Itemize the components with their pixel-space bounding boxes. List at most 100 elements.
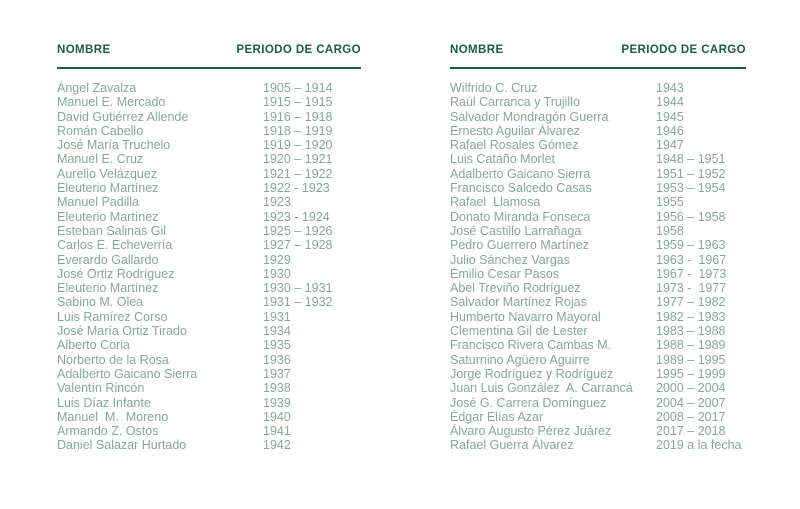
table-row: Saturnino Agüero Aguirre 1989 – 1995 [450, 353, 746, 367]
table-row: Ángel Zavalza 1905 – 1914 [57, 81, 361, 95]
period-value: 1930 [263, 266, 291, 281]
person-name: Wilfrido C. Cruz [450, 81, 538, 95]
person-name: Eleuterio Martínez [57, 209, 159, 224]
table-row: José María Ortiz Tirado 1934 [57, 324, 361, 338]
table-row: José G. Carrera Domínguez 2004 – 2007 [450, 396, 746, 410]
table-right: NOMBRE PERIODO DE CARGO Wilfrido C. Cruz… [450, 43, 746, 453]
period-value: 1946 [656, 123, 684, 138]
person-name: Adalberto Gaicano Sierra [450, 166, 591, 181]
period-value: 1918 – 1919 [263, 123, 333, 138]
person-name: Luis Díaz Infante [57, 395, 151, 410]
period-value: 1923 - 1924 [263, 209, 330, 224]
person-name: Aurelio Velázquez [57, 166, 158, 181]
table-row: Manuel E. Cruz 1920 – 1921 [57, 152, 361, 166]
period-value: 2017 – 2018 [656, 424, 726, 439]
period-value: 1977 – 1982 [656, 295, 726, 310]
table-row: José Castillo Larrañaga 1958 [450, 224, 746, 238]
person-name: Emilio Cesar Pasos [450, 266, 560, 281]
person-name: Álvaro Augusto Pérez Juárez [450, 424, 612, 439]
person-name: David Gutiérrez Allende [57, 109, 189, 124]
period-value: 1988 – 1989 [656, 338, 726, 353]
table-row: Ernesto Aguilar Álvarez 1946 [450, 124, 746, 138]
table-row: Manuel E. Mercado 1915 – 1915 [57, 95, 361, 109]
table-row: José María Truchelo 1919 – 1920 [57, 138, 361, 152]
period-value: 1958 [656, 223, 684, 238]
period-value: 1959 – 1963 [656, 238, 726, 253]
period-value: 1963 - 1967 [656, 252, 727, 267]
table-row: Emilio Cesar Pasos 1967 - 1973 [450, 267, 746, 281]
period-value: 1923 [263, 195, 291, 210]
period-value: 1941 [263, 424, 291, 439]
table-row: Everardo Gallardo 1929 [57, 253, 361, 267]
table-row: Wilfrido C. Cruz 1943 [450, 81, 746, 95]
person-name: Saturnino Agüero Aguirre [450, 352, 590, 367]
person-name: Julio Sánchez Vargas [450, 252, 570, 267]
period-value: 1915 – 1915 [263, 95, 333, 110]
person-name: Francisco Salcedo Casas [450, 181, 592, 196]
period-value: 1948 – 1951 [656, 152, 726, 167]
table-row: Salvador Martínez Rojas 1977 – 1982 [450, 295, 746, 309]
table-row: Manuel M. Moreno 1940 [57, 410, 361, 424]
person-name: Ángel Zavalza [57, 81, 137, 95]
table-row: Luis Díaz Infante 1939 [57, 396, 361, 410]
table-row: David Gutiérrez Allende 1916 – 1918 [57, 110, 361, 124]
table-row: Jorge Rodríguez y Rodríguez 1995 – 1999 [450, 367, 746, 381]
period-value: 1936 [263, 352, 291, 367]
person-name: Salvador Mondragón Guerra [450, 109, 609, 124]
period-value: 1935 [263, 338, 291, 353]
person-name: Armando Z. Ostos [57, 424, 159, 439]
person-name: Édgar Elías Azar [450, 409, 544, 424]
table-row: Clementina Gil de Lester 1983 – 1988 [450, 324, 746, 338]
table-row: Luis Ramírez Corso 1931 [57, 310, 361, 324]
table-left-rows: Ángel Zavalza 1905 – 1914 Manuel E. Mercad… [57, 81, 361, 453]
person-name: Abel Treviño Rodríguez [450, 281, 581, 296]
period-value: 1955 [656, 195, 684, 210]
person-name: Everardo Gallardo [57, 252, 159, 267]
table-row: Álvaro Augusto Pérez Juárez 2017 – 2018 [450, 424, 746, 438]
person-name: Román Cabello [57, 123, 144, 138]
period-value: 1945 [656, 109, 684, 124]
table-row: Julio Sánchez Vargas 1963 - 1967 [450, 253, 746, 267]
table-row: Carlos E. Echeverría 1927 – 1928 [57, 238, 361, 252]
period-value: 1967 - 1973 [656, 266, 727, 281]
person-name: Francisco Rivera Cambas M. [450, 338, 612, 353]
person-name: Rafael Rosales Gómez [450, 138, 579, 153]
period-value: 1919 – 1920 [263, 138, 333, 153]
period-value: 1929 [263, 252, 291, 267]
period-value: 1930 – 1931 [263, 281, 333, 296]
table-row: Raúl Carranca y Trujillo 1944 [450, 95, 746, 109]
person-name: Humberto Navarro Mayoral [450, 309, 601, 324]
period-value: 1973 - 1977 [656, 281, 727, 296]
table-row: Rafael Llamosa 1955 [450, 195, 746, 209]
table-row: Armando Z. Ostos 1941 [57, 424, 361, 438]
table-row: Édgar Elías Azar 2008 – 2017 [450, 410, 746, 424]
person-name: Luis Ramírez Corso [57, 309, 168, 324]
name-column-header: NOMBRE [450, 44, 504, 56]
person-name: Luis Cataño Morlet [450, 152, 555, 167]
person-name: Norberto de la Rosa [57, 352, 169, 367]
person-name: Rafael Llamosa [450, 195, 541, 210]
table-row: Alberto Coria 1935 [57, 338, 361, 352]
table-row: Adalberto Gaicano Sierra 1951 – 1952 [450, 167, 746, 181]
table-row: Daniel Salazar Hurtado 1942 [57, 438, 361, 452]
person-name: Sabino M. Olea [57, 295, 144, 310]
person-name: José Castillo Larrañaga [450, 223, 582, 238]
table-row: Eleuterio Martínez 1922 - 1923 [57, 181, 361, 195]
person-name: Alberto Coria [57, 338, 130, 353]
period-value: 1931 – 1932 [263, 295, 333, 310]
header-rule [57, 67, 361, 69]
table-row: José Ortiz Rodríguez 1930 [57, 267, 361, 281]
table-row: Abel Treviño Rodríguez 1973 - 1977 [450, 281, 746, 295]
person-name: Esteban Salinas Gil [57, 223, 167, 238]
person-name: Daniel Salazar Hurtado [57, 438, 187, 453]
person-name: Manuel E. Mercado [57, 95, 166, 110]
header-rule [450, 67, 746, 69]
table-row: Salvador Mondragón Guerra 1945 [450, 110, 746, 124]
table-row: Humberto Navarro Mayoral 1982 – 1983 [450, 310, 746, 324]
person-name: Eleuterio Martínez [57, 181, 159, 196]
person-name: Manuel E. Cruz [57, 152, 144, 167]
period-value: 1951 – 1952 [656, 166, 726, 181]
person-name: Carlos E. Echeverría [57, 238, 173, 253]
person-name: Raúl Carranca y Trujillo [450, 95, 580, 110]
table-row: Aurelio Velázquez 1921 – 1922 [57, 167, 361, 181]
